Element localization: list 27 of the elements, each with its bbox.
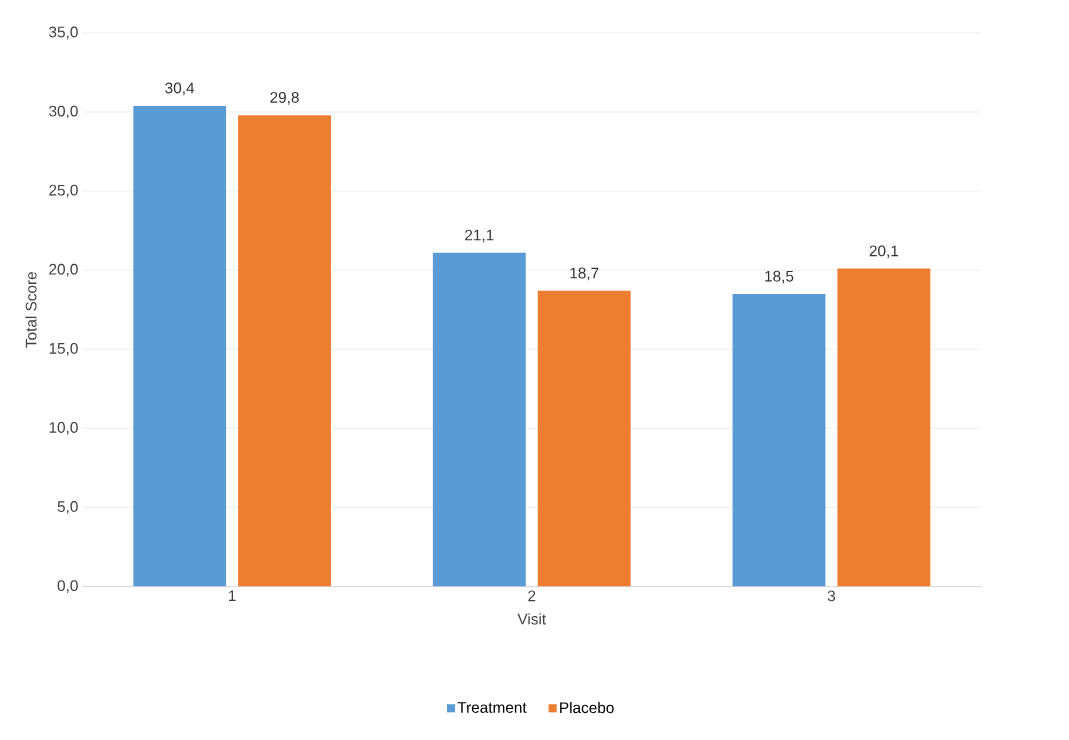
y-tick-label: 20,0: [49, 263, 78, 277]
y-tick-label: 10,0: [49, 421, 78, 435]
bar: [133, 105, 227, 587]
y-tick-label: 15,0: [49, 342, 78, 356]
bar: [732, 293, 826, 587]
x-tick-label: 2: [528, 590, 536, 602]
x-axis-title: Visit: [517, 613, 547, 625]
data-label: 20,1: [869, 245, 899, 259]
y-tick-label: 25,0: [49, 184, 78, 198]
bar: [537, 290, 631, 587]
data-label: 30,4: [165, 82, 195, 96]
data-label: 21,1: [465, 229, 494, 243]
data-label: 18,5: [765, 270, 794, 284]
bar: [837, 268, 931, 587]
bar: [238, 115, 331, 587]
y-tick-label: 30,0: [49, 105, 78, 119]
y-tick-label: 0,0: [57, 580, 78, 593]
x-tick-label: 1: [228, 590, 236, 601]
x-tick-label: 3: [827, 590, 836, 602]
y-tick-label: 5,0: [57, 501, 78, 514]
data-label: 29,8: [270, 91, 299, 105]
y-tick-label: 35,0: [49, 26, 78, 40]
y-axis-title: Total Score: [25, 272, 37, 348]
legend-label: Treatment: [457, 702, 527, 713]
bar: [432, 252, 526, 587]
data-label: 18,7: [570, 267, 599, 281]
legend-label: Placebo: [560, 701, 614, 714]
